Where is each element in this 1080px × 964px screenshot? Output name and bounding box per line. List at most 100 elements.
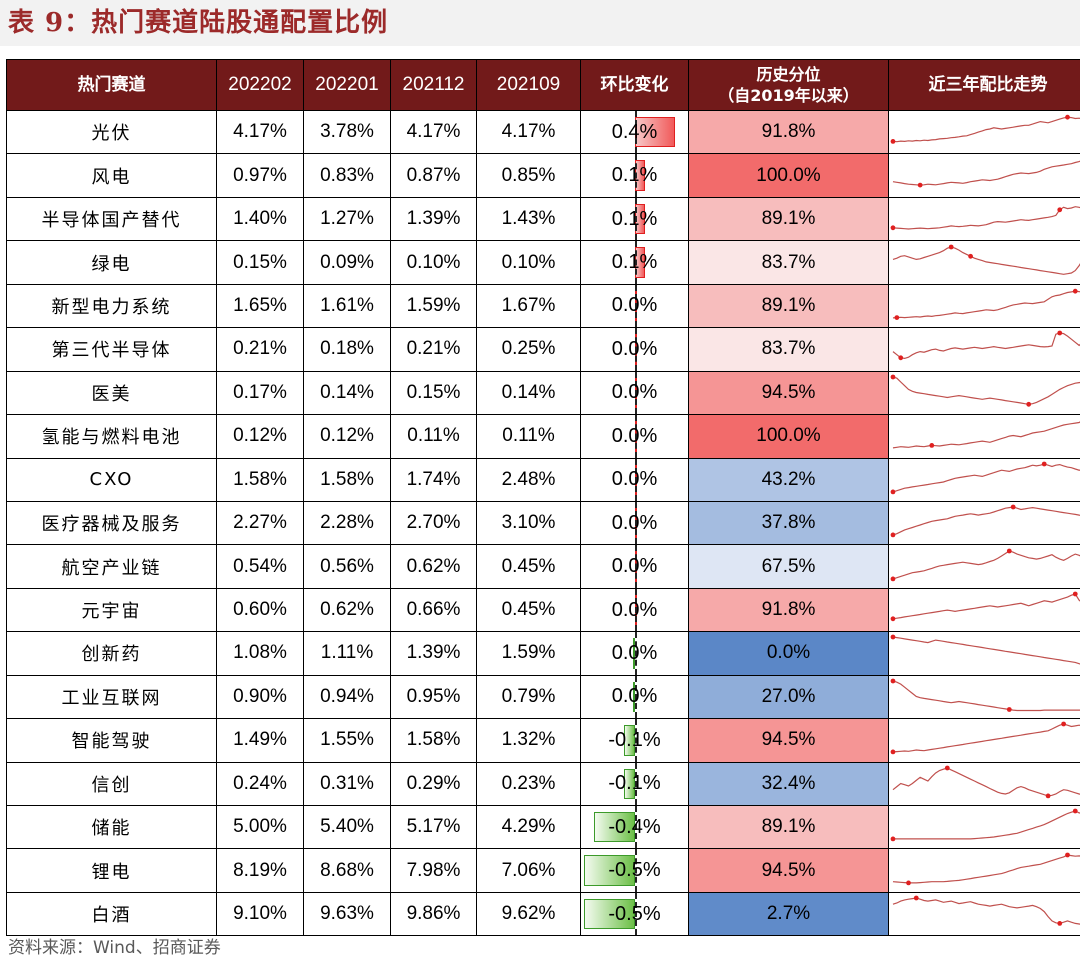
trend-sparkline [890,721,1080,755]
table-row: 工业互联网 0.90% 0.94% 0.95% 0.79% 0.0% 27.0% [6,674,1080,720]
header-row: 热门赛道 202202 202201 202112 202109 环比变化 历史… [6,59,1080,111]
change-label: -0.1% [608,772,661,795]
header-202112: 202112 [390,59,477,111]
value-202112: 9.86% [390,891,477,937]
change-cell: 0.0% [580,370,689,416]
header-202109: 202109 [476,59,581,111]
trend-sparkline-cell [888,457,1080,502]
trend-min-marker [968,253,973,259]
table-row: 储能 5.00% 5.40% 5.17% 4.29% -0.4% 89.1% [6,804,1080,850]
value-202109: 0.45% [476,544,581,589]
value-202109: 1.43% [476,196,581,242]
trend-max-marker [944,765,950,771]
trend-sparkline-cell [888,544,1080,589]
value-202202: 4.17% [216,109,304,155]
table-row: 医美 0.17% 0.14% 0.15% 0.14% 0.0% 94.5% [6,370,1080,416]
header-trend: 近三年配比走势 [888,59,1080,111]
value-202109: 4.17% [476,109,581,155]
zero-axis-line [634,676,637,718]
sector-name: 半导体国产替代 [6,196,217,242]
table-row: 绿电 0.15% 0.09% 0.10% 0.10% 0.1% 83.7% [6,240,1080,285]
trend-sparkline-cell [888,240,1080,285]
trend-min-marker [929,443,935,449]
change-bar-area: 0.1% [582,241,688,284]
value-202112: 4.17% [390,109,477,155]
trend-sparkline-cell [888,631,1080,676]
table-row: 航空产业链 0.54% 0.56% 0.62% 0.45% 0.0% 67.5% [6,544,1080,589]
value-202112: 1.39% [390,631,477,676]
value-202202: 1.65% [216,283,304,329]
trend-sparkline-cell [888,674,1080,720]
sector-name: 航空产业链 [6,544,217,589]
trend-line [892,290,1080,319]
value-202201: 9.63% [303,891,391,937]
sector-name: 信创 [6,761,217,807]
percentile-cell: 94.5% [688,718,889,763]
sector-name: CXO [6,457,217,502]
value-202201: 0.18% [303,327,391,372]
zero-change-bar [632,638,635,669]
table-row: 白酒 9.10% 9.63% 9.86% 9.62% -0.5% 2.7% [6,891,1080,937]
sector-name: 光伏 [6,109,217,155]
trend-sparkline [890,548,1080,581]
trend-min-marker [890,489,896,495]
change-label: 0.1% [611,164,658,187]
trend-sparkline-cell [888,327,1080,372]
change-cell: -0.4% [580,804,689,850]
change-bar-area: 0.0% [582,589,688,631]
sector-name: 绿电 [6,240,217,285]
trend-line [892,767,1080,797]
value-202201: 0.12% [303,414,391,459]
trend-sparkline-cell [888,804,1080,850]
change-cell: 0.0% [580,457,689,502]
trend-sparkline [892,288,1080,320]
change-label: 0.0% [611,685,658,708]
trend-sparkline-cell [888,587,1080,633]
value-202112: 1.39% [390,196,477,242]
percentile-cell: 27.0% [688,674,889,720]
change-bar-area: -0.4% [582,806,688,848]
header-change: 环比变化 [580,59,689,111]
trend-sparkline-cell [888,153,1080,198]
trend-sparkline [890,461,1080,495]
zero-change-bar [632,681,635,713]
sector-name: 创新药 [6,631,217,676]
value-202112: 1.58% [390,718,477,763]
trend-min-marker [890,576,896,581]
change-cell: -0.5% [580,848,689,893]
table-row: 半导体国产替代 1.40% 1.27% 1.39% 1.43% 0.1% 89.1% [6,196,1080,242]
negative-change-bar [593,812,635,843]
zero-axis-line [634,285,637,327]
trend-line [892,810,1080,840]
change-label: 0.0% [611,294,658,317]
table-row: 智能驾驶 1.49% 1.55% 1.58% 1.32% -0.1% 94.5% [6,718,1080,763]
value-202109: 1.32% [476,718,581,763]
trend-sparkline [892,331,1080,361]
change-bar-area: 0.0% [582,632,688,675]
zero-axis-line [634,372,637,414]
trend-sparkline-cell [888,414,1080,459]
sector-name: 医疗器械及服务 [6,500,217,546]
header-202202: 202202 [216,59,304,111]
trend-max-marker [1065,852,1070,858]
trend-sparkline [892,244,1080,275]
value-202109: 0.14% [476,370,581,416]
value-202201: 0.62% [303,587,391,633]
change-cell: 0.0% [580,544,689,589]
value-202202: 0.54% [216,544,304,589]
value-202112: 0.10% [390,240,477,285]
trend-sparkline-cell [888,283,1080,329]
title-bar: 表 9：热门赛道陆股通配置比例 [0,0,1080,46]
change-cell: 0.0% [580,414,689,459]
percentile-cell: 37.8% [688,500,889,546]
zero-axis-line [634,806,637,848]
trend-max-marker [1057,207,1063,213]
trend-max-marker [1006,548,1012,553]
value-202112: 5.17% [390,804,477,850]
value-202112: 7.98% [390,848,477,893]
change-bar-area: -0.5% [582,893,688,935]
zero-axis-line [634,719,637,762]
allocation-table: 热门赛道 202202 202201 202112 202109 环比变化 历史… [6,59,1080,937]
trend-sparkline [890,374,1080,407]
percentile-cell: 91.8% [688,587,889,633]
